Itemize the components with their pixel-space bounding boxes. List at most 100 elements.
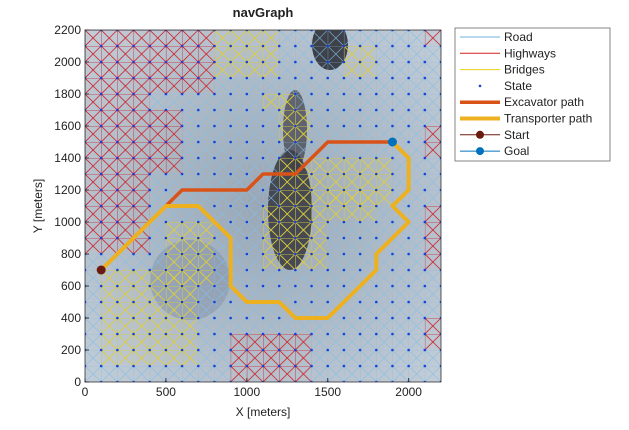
state <box>343 333 346 336</box>
state <box>375 349 378 352</box>
state <box>197 109 200 112</box>
state <box>294 237 297 240</box>
state <box>229 317 232 320</box>
state <box>375 45 378 48</box>
state <box>132 365 135 368</box>
state <box>229 221 232 224</box>
state <box>100 93 103 96</box>
state <box>246 157 249 160</box>
state <box>262 77 265 80</box>
state <box>424 333 427 336</box>
state <box>326 349 329 352</box>
state <box>310 301 313 304</box>
state <box>148 173 151 176</box>
state <box>165 61 168 64</box>
state <box>326 365 329 368</box>
state <box>294 349 297 352</box>
y-tick-label: 400 <box>61 311 81 325</box>
state <box>326 45 329 48</box>
state <box>148 157 151 160</box>
y-tick-label: 1400 <box>54 151 81 165</box>
state <box>310 237 313 240</box>
state <box>343 205 346 208</box>
state <box>229 365 232 368</box>
state <box>100 205 103 208</box>
state <box>407 109 410 112</box>
state <box>100 221 103 224</box>
state <box>310 93 313 96</box>
y-tick-label: 200 <box>61 343 81 357</box>
state <box>213 365 216 368</box>
state <box>326 109 329 112</box>
state <box>278 109 281 112</box>
state <box>326 333 329 336</box>
region <box>425 318 441 350</box>
state <box>359 125 362 128</box>
state <box>326 189 329 192</box>
state <box>262 61 265 64</box>
state <box>359 237 362 240</box>
state <box>310 253 313 256</box>
state <box>246 141 249 144</box>
state <box>100 157 103 160</box>
state <box>326 237 329 240</box>
chart-title: navGraph <box>233 5 294 20</box>
state <box>165 157 168 160</box>
state <box>116 317 119 320</box>
state <box>424 253 427 256</box>
state <box>246 125 249 128</box>
state <box>229 141 232 144</box>
state <box>246 93 249 96</box>
state <box>343 221 346 224</box>
state <box>375 61 378 64</box>
state <box>424 45 427 48</box>
state <box>424 77 427 80</box>
legend-label: Highways <box>504 46 556 60</box>
state <box>213 349 216 352</box>
state <box>132 285 135 288</box>
state <box>424 285 427 288</box>
state <box>375 93 378 96</box>
state <box>278 253 281 256</box>
state <box>165 285 168 288</box>
state <box>197 349 200 352</box>
state <box>278 189 281 192</box>
state <box>229 301 232 304</box>
state <box>132 157 135 160</box>
state <box>116 365 119 368</box>
state <box>310 189 313 192</box>
state <box>359 77 362 80</box>
state <box>407 301 410 304</box>
state <box>278 333 281 336</box>
state <box>391 77 394 80</box>
state <box>229 77 232 80</box>
state <box>213 61 216 64</box>
state <box>246 349 249 352</box>
state <box>132 205 135 208</box>
legend-label: Transporter path <box>504 112 592 126</box>
state <box>148 365 151 368</box>
state <box>375 333 378 336</box>
state <box>229 349 232 352</box>
state <box>391 173 394 176</box>
state <box>132 77 135 80</box>
state <box>343 189 346 192</box>
state <box>246 237 249 240</box>
state <box>148 253 151 256</box>
legend-swatch <box>476 131 484 139</box>
state <box>424 173 427 176</box>
state <box>148 349 151 352</box>
legend-label: Road <box>504 30 533 44</box>
state <box>359 45 362 48</box>
state <box>181 349 184 352</box>
state <box>148 189 151 192</box>
state <box>246 333 249 336</box>
state <box>326 173 329 176</box>
state <box>100 333 103 336</box>
state <box>246 253 249 256</box>
state <box>294 189 297 192</box>
state <box>310 125 313 128</box>
legend-label: Start <box>504 128 530 142</box>
state <box>343 77 346 80</box>
state <box>100 317 103 320</box>
